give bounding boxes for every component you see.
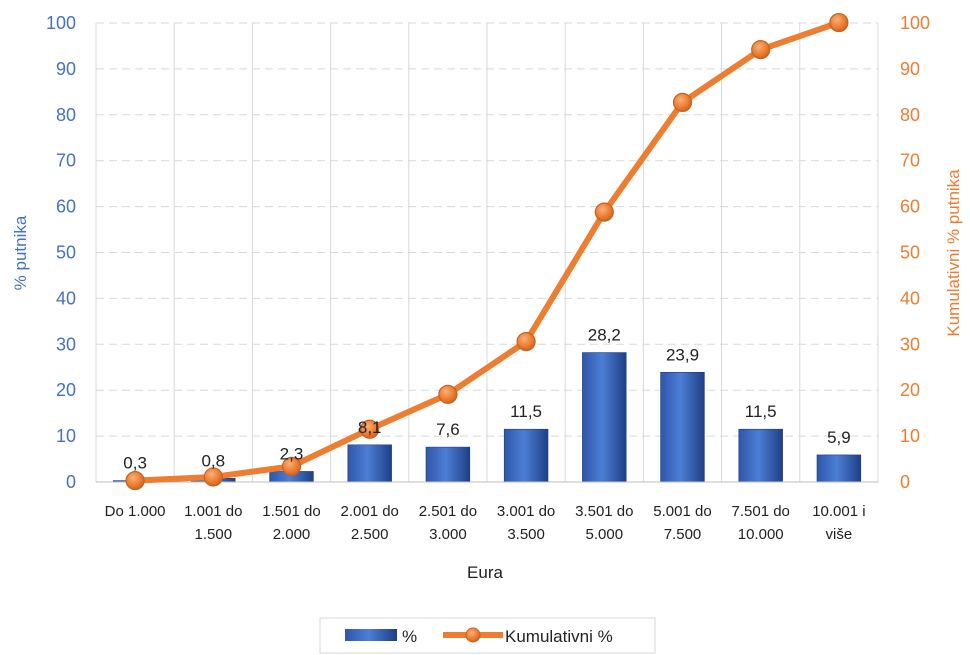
x-tick-label: 2.501 do 3.000 [419, 503, 477, 543]
cumulative-marker [203, 467, 223, 487]
bar [582, 352, 627, 483]
bar [425, 446, 471, 483]
bar-data-label: 2,3 [280, 444, 304, 463]
y-tick-label-right: 0 [900, 472, 910, 492]
bar-data-label: 7,6 [436, 420, 460, 439]
y-tick-label-left: 20 [56, 380, 76, 400]
bar-data-label: 0,3 [123, 454, 147, 473]
y-tick-label-left: 50 [56, 243, 76, 263]
cumulative-marker [281, 456, 302, 476]
cumulative-line [132, 19, 842, 484]
y-tick-label-right: 70 [900, 151, 920, 171]
bar-data-label: 23,9 [666, 345, 699, 364]
x-axis: Do 1.000 1.001 do 1.500 1.501 do 2.000 2.001 … [96, 481, 878, 543]
x-tick-label: 1.001 do 1.500 [184, 503, 242, 543]
bar-data-label: 5,9 [827, 428, 851, 447]
cumulative-marker [516, 331, 536, 352]
bar-data-label: 8,1 [358, 418, 382, 437]
x-tick-label: 2.001 do 2.500 [341, 503, 399, 543]
x-tick-label: 1.501 do 2.000 [262, 503, 320, 543]
y-axis-title-left: % putnika [11, 215, 30, 290]
cumulative-line-series [125, 12, 849, 491]
bar-data-label: 11,5 [745, 402, 777, 421]
bar [738, 428, 783, 483]
y-tick-label-left: 10 [56, 426, 76, 446]
cumulative-marker [125, 471, 145, 491]
x-tick-label: Do 1.000 [105, 503, 166, 520]
cumulative-marker [360, 419, 380, 439]
y-axis-ticks: 0 0 10 10 20 20 30 30 40 40 50 50 60 60 70 70 80 80 90 90 10… [46, 13, 930, 492]
cumulative-marker [751, 40, 771, 60]
y-tick-label-left: 60 [56, 197, 76, 217]
gridlines [95, 22, 879, 482]
x-tick-label: 10.001 i više [812, 503, 865, 543]
legend-marker-swatch [465, 627, 481, 643]
y-tick-label-right: 80 [900, 105, 920, 125]
y-tick-label-left: 40 [56, 288, 76, 308]
x-tick-label: 3.001 do 3.500 [497, 503, 555, 543]
bar-data-label: 0,8 [201, 451, 225, 470]
legend: % Kumulativni % [319, 617, 656, 654]
y-tick-label-right: 20 [900, 380, 920, 400]
y-tick-label-right: 30 [900, 334, 920, 354]
y-tick-label-right: 50 [900, 243, 920, 263]
y-tick-label-left: 80 [56, 105, 76, 125]
y-tick-label-right: 10 [900, 426, 920, 446]
x-tick-label: 5.001 do 7.500 [653, 503, 711, 543]
x-axis-title: Eura [467, 563, 503, 582]
y-tick-label-left: 90 [56, 59, 76, 79]
y-tick-label-left: 30 [56, 334, 76, 354]
bar [503, 428, 549, 483]
bar-data-label: 28,2 [588, 326, 621, 345]
legend-label-line: Kumulativni % [505, 627, 613, 646]
x-tick-label: 7.501 do 10.000 [732, 503, 790, 543]
bar-data-label: 11,5 [510, 402, 542, 421]
data-labels: 0,3 0,8 2,3 8,1 7,6 11,5 28,2 23,9 11,5 5,9 [123, 326, 850, 473]
y-tick-label-left: 0 [66, 472, 76, 492]
x-tick-label: 3.501 do 5.000 [575, 503, 633, 543]
cumulative-marker [594, 202, 614, 222]
y-tick-label-right: 100 [900, 13, 930, 33]
legend-label-bar: % [402, 627, 417, 646]
bar [347, 444, 392, 483]
bar [660, 371, 705, 483]
cumulative-marker [672, 92, 693, 113]
cumulative-marker [829, 12, 849, 33]
legend-bar-swatch [345, 629, 397, 641]
cumulative-marker [438, 384, 458, 404]
y-tick-label-left: 100 [46, 13, 76, 33]
y-tick-label-right: 90 [900, 59, 920, 79]
y-tick-label-right: 40 [900, 288, 920, 308]
y-axis-title-right: Kumulativni % putnika [944, 169, 963, 337]
y-tick-label-right: 60 [900, 197, 920, 217]
y-tick-label-left: 70 [56, 151, 76, 171]
bar [816, 454, 862, 483]
